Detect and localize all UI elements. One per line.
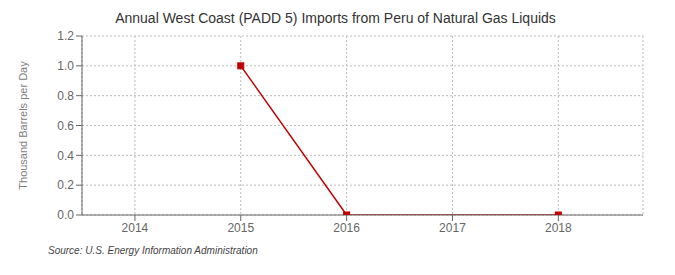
svg-text:0.6: 0.6 <box>57 119 74 133</box>
svg-text:2015: 2015 <box>227 221 254 235</box>
html-text:Annual West Coast (PADD 5) Imp: Annual West Coast (PADD 5) Imports from … <box>115 10 556 26</box>
svg-text:0.0: 0.0 <box>57 208 74 222</box>
svg-text:Thousand Barrels per Day: Thousand Barrels per Day <box>17 61 29 190</box>
svg-text:0.8: 0.8 <box>57 89 74 103</box>
svg-text:2016: 2016 <box>333 221 360 235</box>
html-text:Source: U.S. Energy Informatio: Source: U.S. Energy Information Administ… <box>48 245 258 256</box>
svg-text:2018: 2018 <box>545 221 572 235</box>
svg-text:0.4: 0.4 <box>57 149 74 163</box>
svg-text:2014: 2014 <box>122 221 149 235</box>
svg-text:1.2: 1.2 <box>57 29 74 43</box>
svg-text:1.0: 1.0 <box>57 59 74 73</box>
svg-text:0.2: 0.2 <box>57 178 74 192</box>
svg-text:2017: 2017 <box>439 221 466 235</box>
